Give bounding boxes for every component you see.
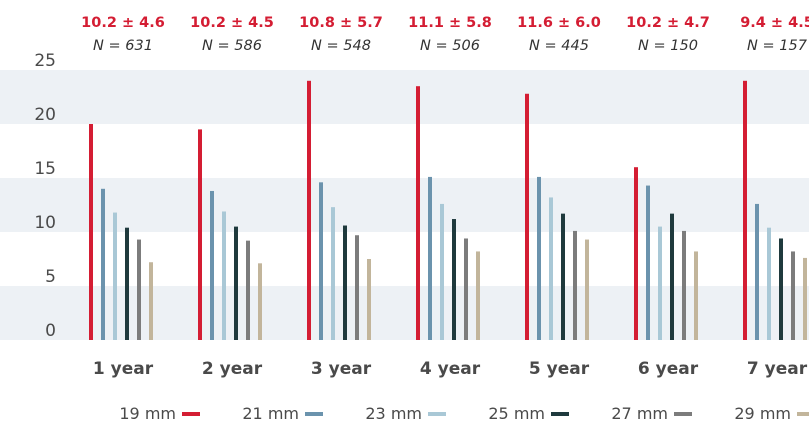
legend-swatch [797,412,809,416]
bar [428,176,432,340]
y-tick-label: 15 [34,159,56,179]
bar [670,213,674,340]
x-axis-ticks: 1 year 2 year 3 year 4 year 5 year 6 year 7 ye… [93,359,808,379]
group-mean-label: 11.1 ± 5.8 [408,15,492,31]
bar [234,226,238,340]
bar [101,188,105,340]
bar [367,259,371,340]
bar [125,227,129,340]
legend-label: 27 mm [611,404,668,423]
bar [779,238,783,340]
group-mean-label: 10.2 ± 4.7 [626,15,710,31]
bar [137,239,141,340]
group-mean-label: 10.8 ± 5.7 [299,15,383,31]
x-tick-label: 3 year [311,359,372,379]
group-mean-label: 9.4 ± 4.5 [740,15,809,31]
bar [585,239,589,340]
bar [646,185,650,340]
x-tick-label: 4 year [420,359,481,379]
bar [440,203,444,340]
grid-band [0,286,809,340]
bar [682,230,686,340]
group-count-label: N = 445 [529,38,589,54]
bar [319,182,323,340]
y-tick-label: 0 [45,321,56,341]
bar [791,251,795,340]
y-tick-label: 5 [45,267,56,287]
bar [331,207,335,340]
x-tick-label: 1 year [93,359,154,379]
bar [307,80,311,341]
bar [355,235,359,340]
legend-swatch [182,412,200,416]
legend-label: 23 mm [365,404,422,423]
bars [89,80,807,341]
bar [246,240,250,340]
group-mean-label: 10.2 ± 4.5 [190,15,274,31]
x-tick-label: 5 year [529,359,590,379]
group-count-label: N = 631 [93,38,153,54]
bar [803,257,807,340]
bar [343,225,347,340]
legend-swatch [305,412,323,416]
legend-label: 25 mm [488,404,545,423]
bar [561,213,565,340]
bar [89,124,93,340]
group-mean-label: 10.2 ± 4.6 [81,15,165,31]
bar [464,238,468,340]
bar [452,219,456,340]
bar [113,212,117,340]
bar [634,167,638,340]
x-tick-label: 7 year [747,359,808,379]
bar [210,190,214,340]
y-axis-ticks: 0 5 10 15 20 25 [34,51,56,341]
grid-bands [0,70,809,340]
x-tick-label: 6 year [638,359,699,379]
group-count-label: N = 586 [202,38,262,54]
bar [258,263,262,340]
bar [658,226,662,340]
y-tick-label: 25 [34,51,56,71]
bar [222,211,226,340]
grid-band [0,178,809,232]
bar [537,176,541,340]
bar [525,93,529,340]
bar [549,197,553,340]
legend-swatch [551,412,569,416]
legend-label: 21 mm [242,404,299,423]
y-tick-label: 20 [34,105,56,125]
x-tick-label: 2 year [202,359,263,379]
bar [198,129,202,340]
bar [694,251,698,340]
group-count-label: N = 548 [311,38,371,54]
bar [743,80,747,341]
bar [416,86,420,340]
legend-swatch [428,412,446,416]
bar [476,251,480,340]
legend-label: 29 mm [734,404,791,423]
bar [755,203,759,340]
group-count-label: N = 506 [420,38,480,54]
group-annotations: 10.2 ± 4.6 N = 631 10.2 ± 4.5 N = 586 10.8 ±… [81,15,809,54]
bar [767,227,771,340]
bar [573,230,577,340]
group-count-label: N = 150 [638,38,698,54]
group-mean-label: 11.6 ± 6.0 [517,15,601,31]
legend-label: 19 mm [119,404,176,423]
grid-band [0,70,809,124]
legend: 19 mm 21 mm 23 mm 25 mm 27 mm 29 mm [119,404,809,423]
bar [149,262,153,340]
group-count-label: N = 157 [747,38,808,54]
y-tick-label: 10 [34,213,56,233]
legend-swatch [674,412,692,416]
